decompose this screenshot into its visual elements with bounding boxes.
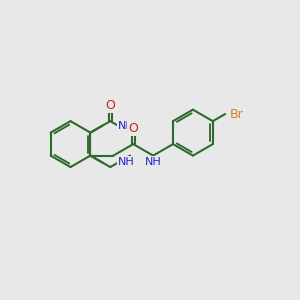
Text: O: O [128,122,138,135]
Text: Br: Br [230,108,243,121]
Text: NH: NH [118,121,135,131]
Text: NH: NH [145,157,161,167]
Text: NH: NH [118,157,135,167]
Text: O: O [105,99,115,112]
